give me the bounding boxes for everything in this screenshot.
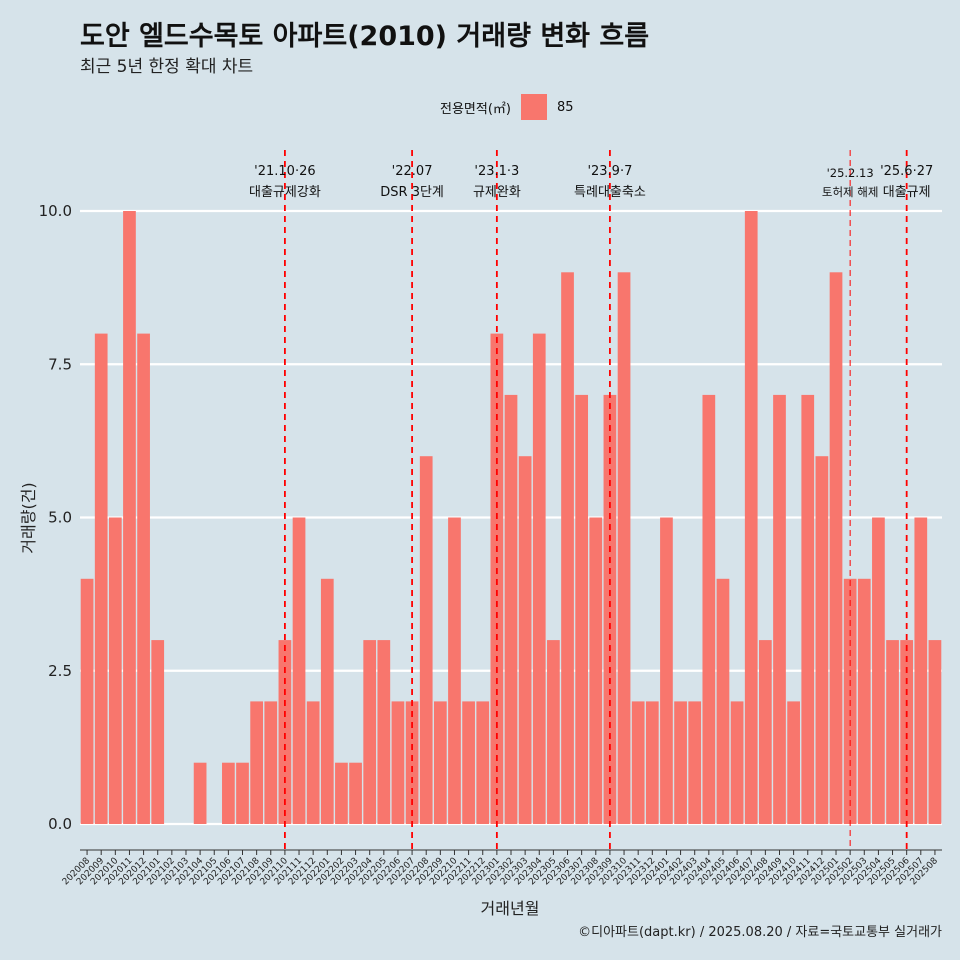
- event-date: '23.9·7: [587, 164, 632, 179]
- legend-key-85: [520, 94, 547, 120]
- bar-202009: [94, 333, 108, 824]
- chart-subtitle: 최근 5년 한정 확대 차트: [80, 57, 254, 77]
- bar-202204: [363, 640, 377, 824]
- bar-202106: [222, 762, 235, 824]
- event-date: '25.6·27: [880, 164, 933, 179]
- bar-202302: [504, 394, 518, 824]
- legend-label-85: 85: [556, 99, 574, 115]
- event-label: 규제완화: [473, 185, 521, 200]
- y-axis-label: 거래량(건): [19, 482, 38, 553]
- bar-202504: [872, 517, 885, 824]
- y-tick-label: 2.5: [48, 662, 72, 680]
- bar-202212: [476, 701, 490, 824]
- bar-202107: [236, 762, 249, 824]
- bar-202312: [645, 701, 659, 824]
- event-label: 대출규제: [883, 185, 931, 200]
- bar-202405: [716, 578, 730, 824]
- bar-202501: [829, 272, 843, 824]
- bar-202408: [759, 640, 772, 824]
- bar-202303: [518, 456, 532, 824]
- event-lines: '21.10·26 대출규제강화 '22.07 DSR 3단계 '23.1·3 규제완화 '…: [249, 150, 933, 850]
- bar-202411: [801, 394, 815, 824]
- bar-202101: [151, 640, 165, 824]
- bar-202208: [419, 456, 433, 824]
- bar-202308: [589, 517, 603, 824]
- event-date: '21.10·26: [254, 164, 315, 179]
- bar-202304: [532, 333, 546, 824]
- y-tick-label: 0.0: [48, 815, 72, 833]
- event-label: 대출규제강화: [249, 185, 321, 200]
- event-label: DSR 3단계: [380, 185, 444, 200]
- bar-202108: [250, 701, 263, 824]
- event-date: '23.1·3: [474, 164, 519, 179]
- bar-202211: [462, 701, 475, 824]
- bar-202112: [306, 701, 320, 824]
- y-tick-label: 5.0: [48, 509, 72, 527]
- bar-202008: [80, 578, 94, 824]
- bar-202508: [928, 640, 942, 824]
- bar-202206: [391, 701, 405, 824]
- chart-title: 도안 엘드수목토 아파트(2010) 거래량 변화 흐름: [80, 21, 650, 52]
- bar-202201: [320, 578, 334, 824]
- bar-202010: [108, 517, 122, 824]
- bar-202210: [448, 517, 461, 824]
- source-caption: ©디아파트(dapt.kr) / 2025.08.20 / 자료=국토교통부 실…: [578, 925, 942, 940]
- bar-202111: [292, 517, 306, 824]
- bar-202301: [490, 333, 504, 824]
- bar-202110: [278, 640, 292, 824]
- bar-202207: [405, 701, 419, 824]
- bar-202401: [660, 517, 673, 824]
- bar-202505: [886, 640, 899, 824]
- y-tick-label: 7.5: [48, 355, 72, 373]
- bar-202109: [264, 701, 278, 824]
- bar-202205: [377, 640, 391, 824]
- bar-202503: [857, 578, 871, 824]
- bar-202402: [674, 701, 687, 824]
- bar-202406: [730, 701, 744, 824]
- event-label: 토허제 해제: [822, 185, 879, 199]
- bar-202506: [900, 640, 914, 824]
- bar-202306: [561, 272, 574, 824]
- bar-202209: [433, 701, 447, 824]
- bar-202202: [335, 762, 348, 824]
- legend-title: 전용면적(㎡): [440, 101, 511, 117]
- bar-202203: [349, 762, 362, 824]
- event-date: '25.2.13: [827, 166, 874, 180]
- bar-202305: [547, 640, 560, 824]
- event-label: 특례대출축소: [574, 185, 646, 200]
- y-tick-label: 10.0: [39, 202, 72, 220]
- bar-202307: [575, 394, 589, 824]
- bars: [80, 211, 942, 824]
- bar-202012: [137, 333, 150, 824]
- bar-202404: [702, 394, 716, 824]
- x-axis-label: 거래년월: [481, 899, 540, 918]
- bar-202104: [193, 762, 207, 824]
- bar-202011: [123, 211, 136, 824]
- bar-202310: [617, 272, 631, 824]
- bar-202409: [773, 394, 786, 824]
- bar-202311: [631, 701, 645, 824]
- bar-202412: [815, 456, 829, 824]
- bar-202410: [787, 701, 800, 824]
- legend: 전용면적(㎡) 85: [440, 92, 574, 122]
- bar-202403: [688, 701, 702, 824]
- event-date: '22.07: [392, 164, 433, 179]
- bar-202407: [744, 211, 758, 824]
- bar-202507: [914, 517, 928, 824]
- bar-202309: [603, 394, 617, 824]
